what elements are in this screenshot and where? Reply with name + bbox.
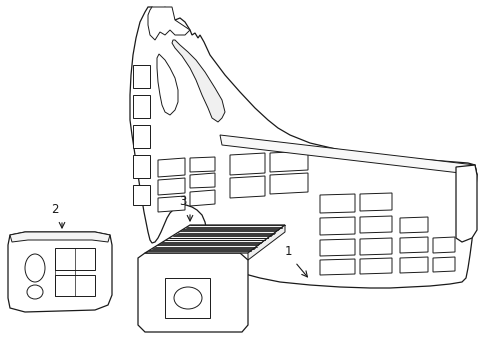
Text: 2: 2 [51,203,59,216]
Polygon shape [158,178,185,195]
Polygon shape [456,165,477,242]
Polygon shape [400,237,428,253]
Polygon shape [130,7,477,288]
Polygon shape [157,54,178,115]
Polygon shape [145,225,285,253]
Polygon shape [55,248,95,270]
Polygon shape [8,232,112,312]
Polygon shape [320,259,355,275]
Polygon shape [138,253,248,332]
Polygon shape [433,257,455,272]
Polygon shape [360,216,392,233]
Polygon shape [400,257,428,273]
Polygon shape [320,217,355,235]
Polygon shape [360,238,392,255]
Text: 3: 3 [179,195,187,208]
Polygon shape [400,217,428,233]
Polygon shape [190,190,215,206]
Polygon shape [270,151,308,172]
Polygon shape [190,173,215,188]
Polygon shape [320,194,355,213]
Polygon shape [360,193,392,211]
Polygon shape [320,239,355,256]
Text: 1: 1 [284,245,292,258]
Polygon shape [190,157,215,172]
Polygon shape [133,125,150,148]
Polygon shape [270,173,308,194]
Polygon shape [133,155,150,178]
Polygon shape [133,95,150,118]
Polygon shape [230,176,265,198]
Polygon shape [220,135,477,175]
Polygon shape [248,225,285,260]
Polygon shape [55,275,95,296]
Polygon shape [360,258,392,274]
Polygon shape [165,278,210,318]
Polygon shape [133,185,150,205]
Polygon shape [158,196,185,212]
Polygon shape [10,232,110,242]
Polygon shape [433,237,455,253]
Polygon shape [148,7,190,40]
Polygon shape [158,158,185,177]
Polygon shape [172,40,225,122]
Polygon shape [230,153,265,175]
Polygon shape [133,65,150,88]
